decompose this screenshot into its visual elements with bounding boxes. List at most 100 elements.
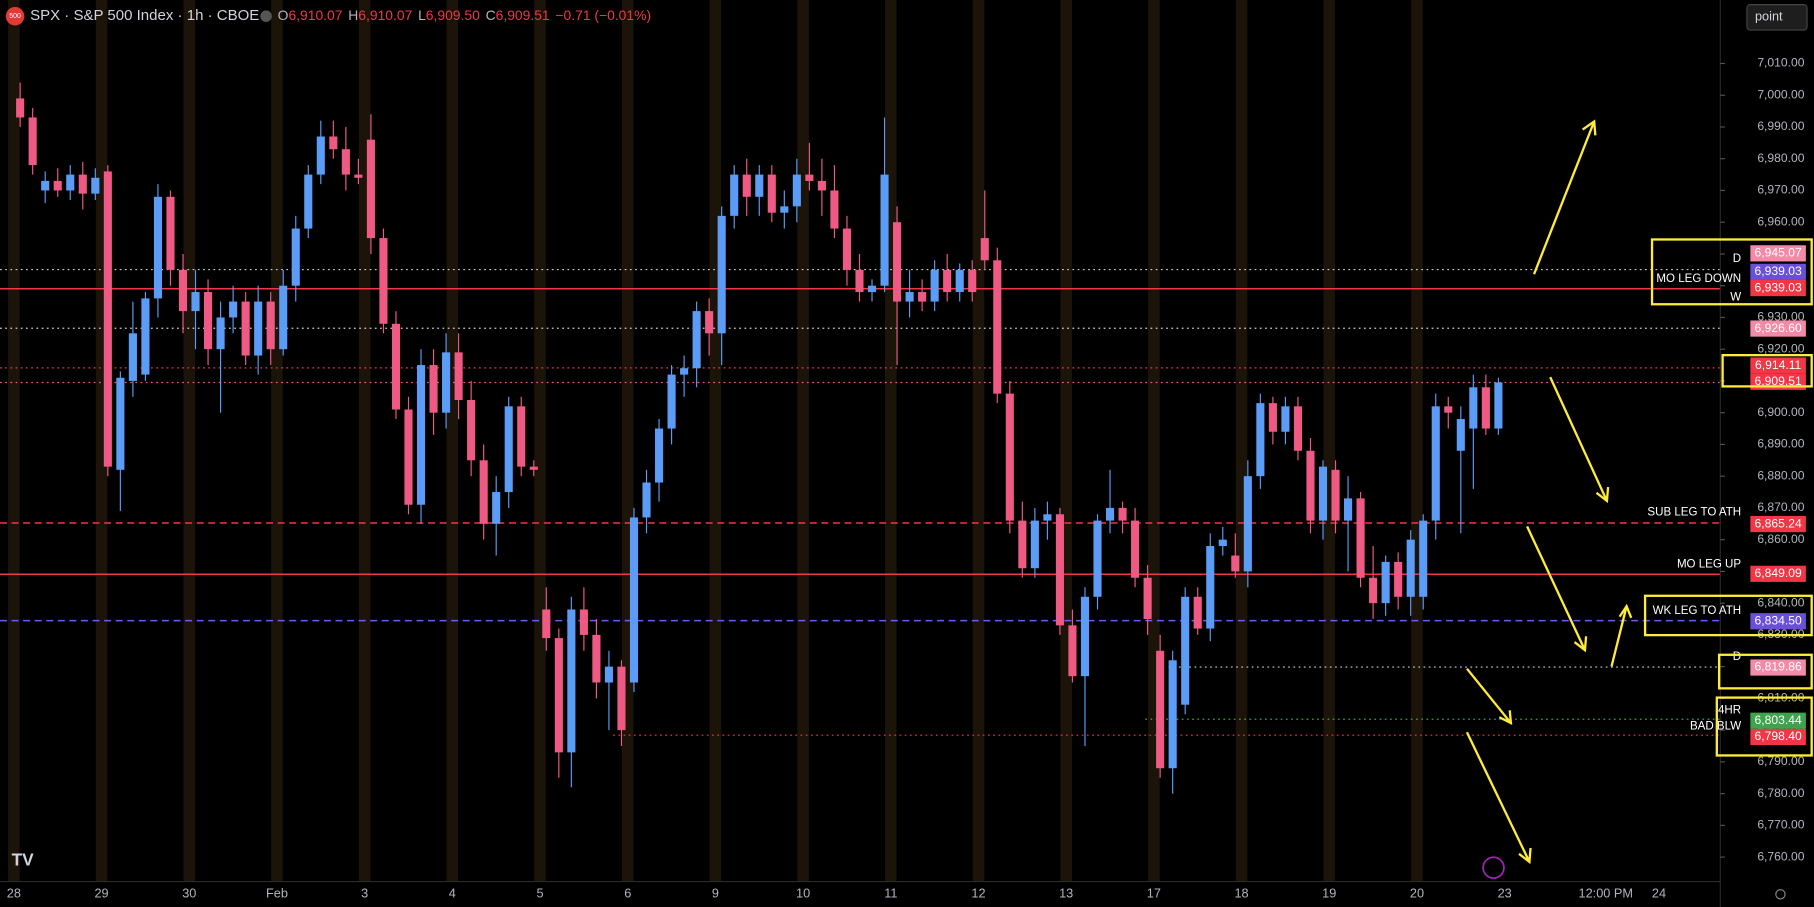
change: −0.71 (−0.01%) xyxy=(555,7,651,23)
y-tick-label: 6,790.00 xyxy=(1757,754,1804,768)
session-band xyxy=(8,0,20,882)
y-tick-label: 6,760.00 xyxy=(1757,849,1804,863)
candle-body xyxy=(805,174,814,181)
ohlc-key: O xyxy=(278,7,289,23)
session-band xyxy=(621,0,634,882)
candle-body xyxy=(918,292,927,302)
session-band xyxy=(446,0,459,882)
y-tick-label: 6,840.00 xyxy=(1757,595,1804,609)
candle-body xyxy=(391,323,401,410)
candle-body xyxy=(454,352,463,400)
candle-body xyxy=(529,466,538,470)
candle-body xyxy=(128,333,137,381)
ohlc-value: 6,909.51 xyxy=(496,7,550,23)
candle-body xyxy=(429,365,438,413)
candle-body xyxy=(341,149,350,175)
candle-body xyxy=(1055,514,1064,626)
candle-body xyxy=(592,634,601,683)
x-tick-label: 3 xyxy=(361,886,368,901)
candle-body xyxy=(680,368,689,375)
annotation-box xyxy=(1721,354,1813,388)
candle-body xyxy=(717,215,726,334)
candle-body xyxy=(1030,520,1039,569)
candle-body xyxy=(266,301,275,350)
price-label-box xyxy=(1750,320,1806,337)
candle-body xyxy=(1381,561,1390,604)
price-label-box xyxy=(1750,613,1806,630)
candle-body xyxy=(867,285,877,293)
y-tick-label: 6,900.00 xyxy=(1757,405,1804,419)
x-tick-label: 10 xyxy=(796,886,810,901)
price-label: 6,849.09 xyxy=(1755,566,1802,580)
session-band xyxy=(972,0,985,882)
x-tick-label: 30 xyxy=(182,886,196,901)
y-tick-label: 6,780.00 xyxy=(1757,786,1804,800)
price-label-box xyxy=(1750,659,1806,676)
candle-body xyxy=(968,269,977,293)
ohlc-value: 6,910.07 xyxy=(358,7,412,23)
candle-body xyxy=(279,285,288,350)
candle-body xyxy=(354,174,363,178)
candle-body xyxy=(554,638,563,753)
candle-body xyxy=(930,269,939,302)
annotation-box xyxy=(1643,594,1813,637)
price-label: 6,834.50 xyxy=(1755,613,1802,627)
candle-body xyxy=(1281,406,1290,432)
candle-body xyxy=(1394,561,1403,597)
candle-body xyxy=(642,482,651,518)
candle-body xyxy=(617,666,626,731)
mode-button[interactable] xyxy=(1746,4,1808,31)
price-label: 6,926.60 xyxy=(1755,321,1802,335)
candle-body xyxy=(28,117,37,166)
x-tick-label: 12:00 PM xyxy=(1579,886,1633,901)
price-label-box xyxy=(1750,728,1806,746)
session-band xyxy=(358,0,371,882)
candle-body xyxy=(1331,469,1340,521)
session-band xyxy=(885,0,897,882)
candle-body xyxy=(78,174,87,194)
session-band xyxy=(183,0,196,882)
annotation-box xyxy=(1717,653,1813,690)
candle-body xyxy=(842,228,852,270)
annotation-box xyxy=(1650,238,1813,306)
ohlc-value: 6,910.07 xyxy=(288,7,342,23)
candle-body xyxy=(492,492,501,524)
candle-body xyxy=(229,301,238,318)
candle-body xyxy=(692,311,701,369)
level-text: WK LEG TO ATH xyxy=(1653,605,1742,617)
x-tick-label: 13 xyxy=(1059,886,1073,901)
x-tick-label: 9 xyxy=(712,886,719,901)
price-label: 6,865.24 xyxy=(1755,516,1802,530)
candle-body xyxy=(1431,406,1440,521)
candle-body xyxy=(254,301,263,356)
y-tick-label: 6,970.00 xyxy=(1757,183,1804,197)
ohlc-key: H xyxy=(348,7,358,23)
mode-button-text[interactable]: point xyxy=(1755,9,1783,24)
price-label: 6,798.40 xyxy=(1755,729,1802,743)
price-label-box xyxy=(1750,712,1806,729)
x-tick-label: Feb xyxy=(266,886,288,901)
candle-body xyxy=(216,317,225,350)
candle-body xyxy=(1293,406,1302,451)
price-label: 6,803.44 xyxy=(1755,713,1802,727)
x-tick-label: 23 xyxy=(1498,886,1512,901)
logo: TV xyxy=(12,849,35,869)
candle-body xyxy=(1344,498,1353,521)
ohlc: O6,910.07 H6,910.07 L6,909.50 C6,909.51 −0.7… xyxy=(278,7,651,23)
candle-body xyxy=(91,177,100,194)
candle-body xyxy=(755,174,764,197)
arrow xyxy=(1466,667,1513,726)
x-tick-label: 5 xyxy=(536,886,543,901)
x-tick-label: 6 xyxy=(624,886,631,901)
session-band xyxy=(1411,0,1423,882)
candle-body xyxy=(1181,596,1190,705)
candle-body xyxy=(1068,625,1077,677)
alert-icon[interactable] xyxy=(1482,856,1505,879)
candle-body xyxy=(604,666,613,683)
session-band xyxy=(1323,0,1336,882)
candle-body xyxy=(178,269,188,312)
candle-body xyxy=(1105,507,1115,521)
settings-icon[interactable] xyxy=(1775,889,1786,900)
